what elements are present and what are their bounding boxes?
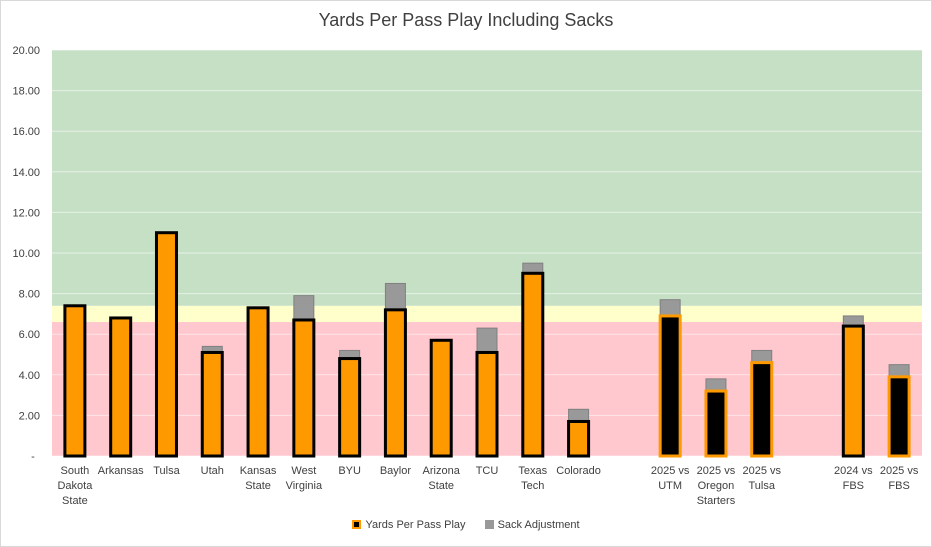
yards-per-pass-play-bar bbox=[658, 314, 682, 458]
yards-per-pass-play-bar bbox=[521, 271, 545, 458]
sack-adjustment-bar bbox=[842, 315, 864, 327]
legend-item-sack-adjustment: Sack Adjustment bbox=[484, 519, 580, 532]
legend-label-yards-per-pass-play: Yards Per Pass Play bbox=[365, 519, 466, 532]
y-tick-label: 4.00 bbox=[19, 370, 40, 382]
sack-adjustment-bar bbox=[659, 299, 681, 317]
legend-item-yards-per-pass-play: Yards Per Pass Play bbox=[352, 519, 466, 532]
x-category-label: Colorado bbox=[556, 465, 601, 477]
y-tick-label: 20.00 bbox=[12, 45, 40, 57]
sack-adjustment-bar bbox=[384, 282, 406, 311]
yards-per-pass-play-bar bbox=[704, 389, 728, 458]
x-category-label: Arizona State bbox=[423, 465, 461, 492]
yards-per-pass-play-bar bbox=[567, 419, 591, 458]
x-category-label: Baylor bbox=[380, 465, 412, 477]
y-tick-label: 14.00 bbox=[12, 167, 40, 179]
sack-adjustment-bar bbox=[751, 349, 773, 364]
legend-label-sack-adjustment: Sack Adjustment bbox=[497, 519, 580, 532]
y-tick-label: 12.00 bbox=[12, 207, 40, 219]
chart-title: Yards Per Pass Play Including Sacks bbox=[318, 10, 614, 30]
x-category-label: TCU bbox=[476, 465, 499, 477]
legend-swatch-sack-adjustment bbox=[484, 520, 494, 530]
yards-per-pass-play-bar bbox=[246, 306, 270, 458]
yards-per-pass-play-bar bbox=[154, 231, 178, 458]
sack-adjustment-bar bbox=[888, 364, 910, 378]
y-tick-label: - bbox=[31, 451, 35, 463]
y-tick-label: 6.00 bbox=[19, 329, 40, 341]
background-band-2 bbox=[52, 50, 922, 306]
x-category-label: 2025 vs FBS bbox=[880, 465, 919, 492]
yards-per-pass-play-bar bbox=[200, 350, 224, 458]
y-tick-label: 2.00 bbox=[19, 410, 40, 422]
legend: Yards Per Pass Play Sack Adjustment bbox=[0, 519, 932, 531]
yards-per-pass-play-bar bbox=[429, 338, 453, 458]
x-category-label: Kansas State bbox=[240, 465, 277, 492]
yards-per-pass-play-bar bbox=[887, 375, 911, 458]
x-category-label: West Virginia bbox=[286, 465, 323, 492]
y-tick-label: 18.00 bbox=[12, 86, 40, 98]
x-category-label: 2025 vs UTM bbox=[651, 465, 690, 492]
x-category-label: 2024 vs FBS bbox=[834, 465, 873, 492]
y-tick-label: 10.00 bbox=[12, 248, 40, 260]
y-tick-label: 16.00 bbox=[12, 126, 40, 138]
x-category-label: Utah bbox=[201, 465, 224, 477]
sack-adjustment-bar bbox=[705, 378, 727, 392]
yards-per-pass-play-bar bbox=[383, 308, 407, 458]
yards-per-pass-play-bar bbox=[841, 324, 865, 458]
sack-adjustment-bar bbox=[476, 327, 498, 353]
x-category-label: Texas Tech bbox=[518, 465, 547, 492]
x-category-label: 2025 vs Oregon Starters bbox=[697, 465, 736, 507]
yards-per-pass-play-bar bbox=[63, 304, 87, 458]
x-category-label: 2025 vs Tulsa bbox=[742, 465, 781, 492]
x-category-label: South Dakota State bbox=[57, 465, 93, 507]
yards-per-pass-play-bar bbox=[338, 357, 362, 458]
background-band-1 bbox=[52, 305, 922, 323]
y-tick-label: 8.00 bbox=[19, 289, 40, 301]
x-category-label: BYU bbox=[338, 465, 361, 477]
x-category-label: Arkansas bbox=[98, 465, 144, 477]
sack-adjustment-bar bbox=[522, 262, 544, 274]
x-category-label: Tulsa bbox=[153, 465, 180, 477]
sack-adjustment-bar bbox=[293, 295, 315, 321]
yards-per-pass-play-bar bbox=[292, 318, 316, 458]
yards-per-pass-play-bar bbox=[750, 361, 774, 458]
yards-per-pass-play-bar bbox=[475, 350, 499, 458]
sack-adjustment-bar bbox=[568, 408, 590, 422]
yards-per-pass-play-bar bbox=[109, 316, 133, 458]
legend-swatch-yards-per-pass-play bbox=[352, 520, 362, 530]
